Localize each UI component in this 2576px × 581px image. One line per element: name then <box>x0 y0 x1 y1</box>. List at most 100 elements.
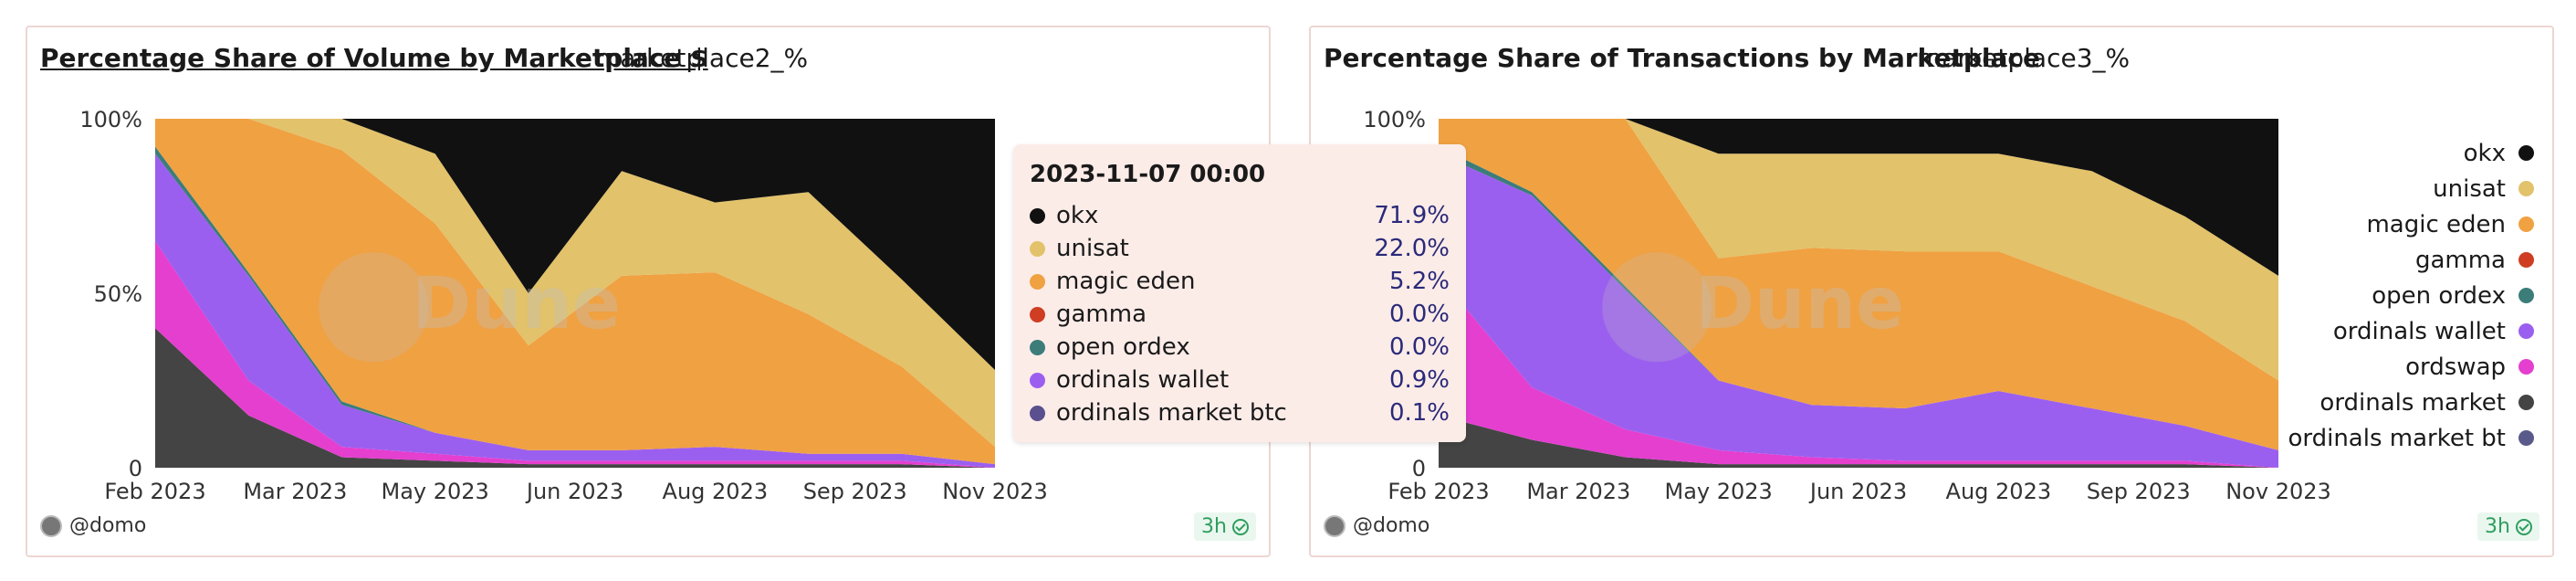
watermark-text: Dune <box>1695 263 1904 345</box>
legend-label: gamma <box>2414 246 2506 274</box>
x-tick-label: Nov 2023 <box>2225 479 2331 504</box>
legend-label: open ordex <box>2372 281 2506 310</box>
tooltip-series-name: gamma <box>1056 301 1147 328</box>
y-tick-label: 100% <box>1363 107 1426 132</box>
legend-item[interactable]: open ordex <box>2288 278 2534 313</box>
legend-color-dot <box>2518 395 2534 410</box>
x-tick-label: May 2023 <box>1665 479 1773 504</box>
tooltip-row: ordinals market btc 0.1% <box>1030 396 1450 429</box>
legend-color-dot <box>2518 217 2534 232</box>
legend-color-dot <box>2518 252 2534 268</box>
x-tick-label: Sep 2023 <box>803 479 907 504</box>
x-tick-label: Aug 2023 <box>663 479 769 504</box>
legend-item[interactable]: magic eden <box>2288 206 2534 242</box>
area-magic-eden[interactable] <box>155 119 995 465</box>
legend-label: unisat <box>2433 174 2506 203</box>
legend-label: ordinals market bt <box>2288 424 2506 452</box>
legend-item[interactable]: unisat <box>2288 171 2534 206</box>
series-color-dot <box>1030 306 1045 322</box>
tooltip-series-value: 0.9% <box>1388 366 1450 394</box>
y-tick-label: 50% <box>94 281 142 307</box>
legend-color-dot <box>2518 288 2534 303</box>
area-unisat[interactable] <box>1439 119 2278 381</box>
area-unisat[interactable] <box>155 119 995 448</box>
area-okx[interactable] <box>1439 119 2278 276</box>
x-tick-label: Jun 2023 <box>525 479 623 504</box>
avatar <box>1324 514 1346 537</box>
author[interactable]: @domo <box>1324 514 1429 537</box>
legend-label: ordinals market <box>2319 388 2506 417</box>
legend-item[interactable]: ordswap <box>2288 349 2534 385</box>
x-tick-label: Feb 2023 <box>1387 479 1489 504</box>
x-tick-label: Nov 2023 <box>942 479 1048 504</box>
panel-subtitle: marketplace3_% <box>1917 43 2131 73</box>
panel-subtitle: marketplace2_% <box>595 43 809 73</box>
tooltip-series-value: 5.2% <box>1388 268 1450 295</box>
legend-label: ordswap <box>2405 353 2506 381</box>
tooltip-series-value: 0.0% <box>1388 333 1450 361</box>
tooltip-series-name: ordinals market btc <box>1056 399 1287 427</box>
tooltip-row: open ordex 0.0% <box>1030 331 1450 364</box>
legend-color-dot <box>2518 323 2534 339</box>
tooltip-row: gamma 0.0% <box>1030 298 1450 331</box>
x-tick-label: Feb 2023 <box>104 479 205 504</box>
tooltip-series-name: ordinals wallet <box>1056 366 1230 394</box>
series-color-dot <box>1030 405 1045 421</box>
refresh-badge: 3h <box>1194 512 1256 541</box>
legend-item[interactable]: okx <box>2288 135 2534 171</box>
y-tick-label: 0 <box>1412 456 1426 481</box>
x-tick-label: Sep 2023 <box>2087 479 2191 504</box>
hover-tooltip: 2023-11-07 00:00 okx 71.9% unisat 22.0% magi… <box>1013 144 1466 442</box>
age-text: 3h <box>1201 515 1227 538</box>
area-ordinals-wallet[interactable] <box>1439 153 2278 468</box>
area-magic-eden[interactable] <box>1439 119 2278 450</box>
legend-color-dot <box>2518 181 2534 196</box>
author-name: @domo <box>69 514 147 537</box>
dune-logo-icon <box>1602 252 1712 363</box>
legend-item[interactable]: ordinals wallet <box>2288 313 2534 349</box>
tooltip-row: okx 71.9% <box>1030 199 1450 232</box>
x-tick-label: Aug 2023 <box>1946 479 2052 504</box>
tooltip-row: ordinals wallet 0.9% <box>1030 364 1450 396</box>
avatar <box>40 514 62 537</box>
tooltip-series-name: okx <box>1056 202 1099 229</box>
x-tick-label: May 2023 <box>382 479 489 504</box>
series-color-dot <box>1030 240 1045 257</box>
panel-title[interactable]: Percentage Share of Volume by Marketplac… <box>40 43 708 73</box>
refresh-badge: 3h <box>2477 512 2539 541</box>
x-tick-label: Mar 2023 <box>243 479 347 504</box>
area-ordinals-market[interactable] <box>1439 415 2278 468</box>
transactions-share-panel: Percentage Share of Transactions by Mark… <box>1309 26 2554 557</box>
legend-item[interactable]: gamma <box>2288 242 2534 278</box>
legend-item[interactable]: ordinals market <box>2288 385 2534 420</box>
author[interactable]: @domo <box>40 514 146 537</box>
check-circle-icon <box>1232 518 1249 535</box>
series-color-dot <box>1030 273 1045 290</box>
legend-color-dot <box>2518 145 2534 161</box>
tooltip-series-name: open ordex <box>1056 333 1190 361</box>
tooltip-row: magic eden 5.2% <box>1030 265 1450 298</box>
tooltip-series-value: 0.1% <box>1388 399 1450 427</box>
tooltip-series-value: 0.0% <box>1388 301 1450 328</box>
series-color-dot <box>1030 207 1045 224</box>
area-okx[interactable] <box>155 119 995 371</box>
tooltip-date: 2023-11-07 00:00 <box>1030 161 1266 188</box>
series-color-dot <box>1030 372 1045 388</box>
panel-title: Percentage Share of Transactions by Mark… <box>1324 43 2040 73</box>
x-tick-label: Jun 2023 <box>1808 479 1907 504</box>
x-tick-label: Mar 2023 <box>1526 479 1630 504</box>
watermark-text: Dune <box>412 263 621 345</box>
legend-item[interactable]: ordinals market bt <box>2288 420 2534 456</box>
legend-label: ordinals wallet <box>2332 317 2506 345</box>
tooltip-series-name: unisat <box>1056 235 1129 262</box>
legend-label: magic eden <box>2366 210 2506 238</box>
area-ordinals-market[interactable] <box>155 328 995 468</box>
y-tick-label: 100% <box>79 107 142 132</box>
tooltip-series-name: magic eden <box>1056 268 1196 295</box>
tooltip-series-value: 22.0% <box>1374 235 1450 262</box>
legend-color-dot <box>2518 430 2534 446</box>
y-tick-label: 0 <box>129 456 142 481</box>
age-text: 3h <box>2485 515 2510 538</box>
